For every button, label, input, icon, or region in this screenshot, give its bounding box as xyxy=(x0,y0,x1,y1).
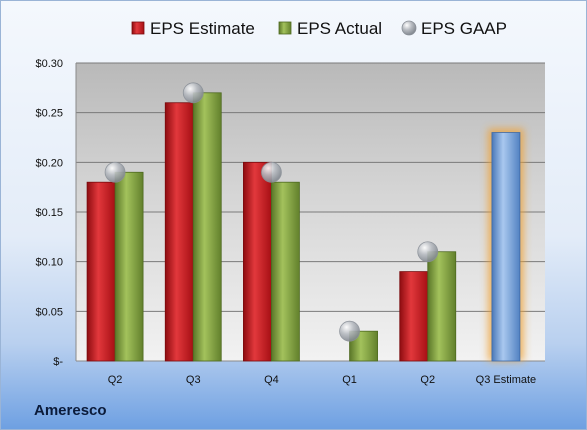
eps-gaap-marker xyxy=(104,161,126,183)
y-tick-label: $0.25 xyxy=(35,108,63,120)
x-axis: Q2 Q3 Q4 Q1 Q2 Q3 Estimate xyxy=(108,374,536,386)
y-tick-label: $0.10 xyxy=(35,257,63,269)
y-tick-label: $0.30 xyxy=(35,58,63,70)
eps-projection-bar xyxy=(491,132,521,362)
eps-actual-bar xyxy=(192,92,222,362)
gaap-markers xyxy=(104,82,439,342)
legend-label: EPS GAAP xyxy=(421,19,507,38)
gridlines xyxy=(76,62,545,312)
legend-swatch xyxy=(278,21,292,35)
y-tick-label: $- xyxy=(53,356,63,368)
x-tick-label: Q2 xyxy=(108,374,123,386)
x-tick-label: Q3 xyxy=(186,374,201,386)
x-tick-label: Q2 xyxy=(420,374,435,386)
legend-label: EPS Actual xyxy=(297,19,382,38)
legend: EPS Estimate EPS Actual EPS GAAP xyxy=(131,19,507,38)
eps-gaap-marker xyxy=(261,161,282,183)
eps-gaap-marker xyxy=(182,82,204,104)
legend-swatch xyxy=(401,20,417,36)
eps-actual-bar xyxy=(271,181,300,362)
eps-actual-bar xyxy=(427,251,457,362)
eps-estimate-bar xyxy=(399,271,429,362)
legend-label: EPS Estimate xyxy=(150,19,255,38)
bars xyxy=(86,92,524,362)
y-tick-label: $0.20 xyxy=(35,157,63,169)
x-tick-label: Q4 xyxy=(264,374,279,386)
eps-estimate-bar xyxy=(164,102,194,362)
eps-estimate-bar xyxy=(243,161,272,362)
eps-actual-bar xyxy=(114,171,144,362)
x-tick-label: Q1 xyxy=(342,374,357,386)
legend-swatch xyxy=(131,21,145,35)
eps-gaap-marker xyxy=(339,320,360,342)
y-tick-label: $0.15 xyxy=(35,207,63,219)
company-name: Ameresco xyxy=(34,402,107,419)
y-tick-label: $0.05 xyxy=(35,306,63,318)
eps-gaap-marker xyxy=(417,241,439,263)
eps-estimate-bar xyxy=(86,181,116,362)
x-tick-label: Q3 Estimate xyxy=(476,374,537,386)
y-axis: $- $0.05 $0.10 $0.15 $0.20 $0.25 $0.30 xyxy=(35,58,545,368)
